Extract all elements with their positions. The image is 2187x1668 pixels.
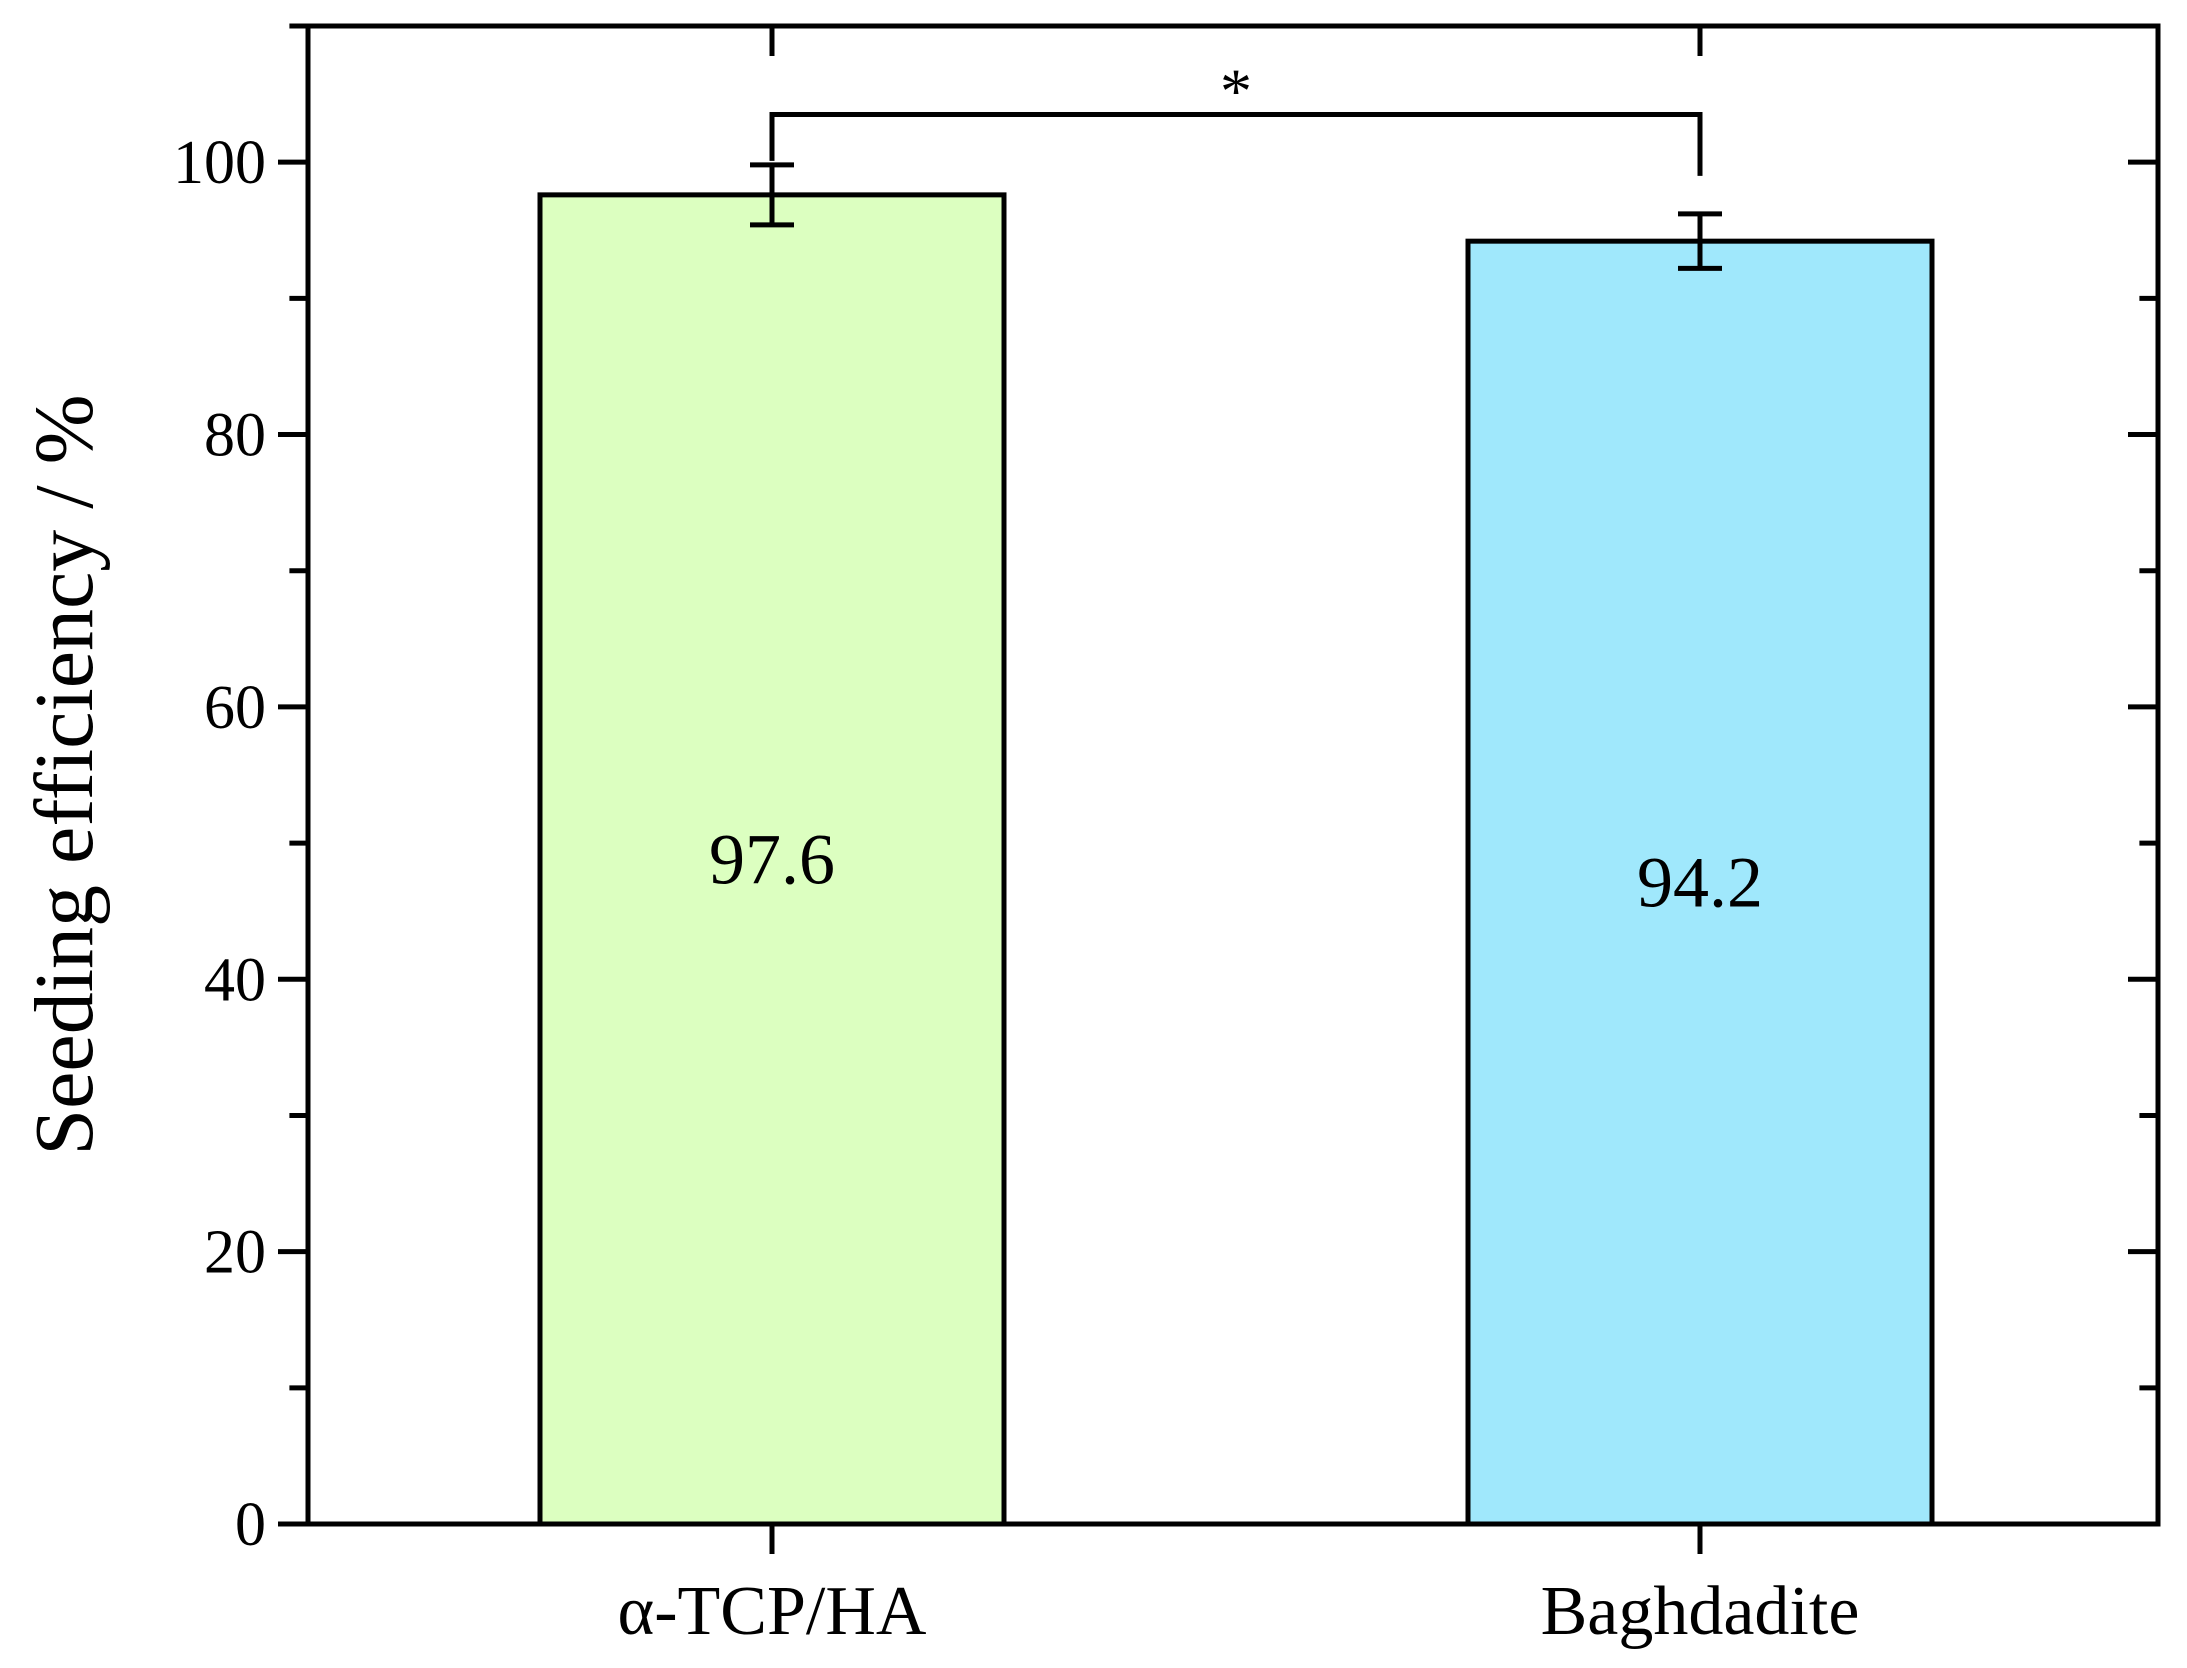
plot-frame [305, 23, 2161, 1527]
y-tick-label-100: 100 [173, 129, 266, 197]
bars-layer [537, 192, 1935, 1527]
y-tick-label-80: 80 [204, 402, 266, 470]
y-tick-label-0: 0 [235, 1491, 266, 1559]
significance-star: * [1220, 56, 1252, 127]
y-tick-label-20: 20 [204, 1219, 266, 1287]
bar-value-label-1: 94.2 [1637, 843, 1763, 923]
x-category-labels: α-TCP/HA Baghdadite [618, 1573, 1860, 1650]
error-bar-1 [1678, 211, 1722, 271]
bar-1 [1465, 238, 1935, 1527]
y-axis-title: Seeding efficiency / % [18, 394, 111, 1155]
bar-value-label-0: 97.6 [709, 819, 835, 899]
bar-value-labels: 97.6 94.2 [709, 819, 1763, 922]
y-tick-labels: 0 20 40 60 80 100 [173, 129, 266, 1559]
y-tick-label-60: 60 [204, 674, 266, 742]
x-category-label-0: α-TCP/HA [618, 1573, 927, 1650]
significance-bracket [769, 112, 1703, 176]
y-tick-label-40: 40 [204, 946, 266, 1014]
error-bars-layer [750, 162, 1722, 271]
error-bar-0 [750, 162, 794, 228]
bar-0 [537, 192, 1007, 1527]
x-category-label-1: Baghdadite [1541, 1573, 1860, 1650]
significance-layer: * [769, 56, 1703, 176]
axis-ticks [278, 23, 2158, 1554]
